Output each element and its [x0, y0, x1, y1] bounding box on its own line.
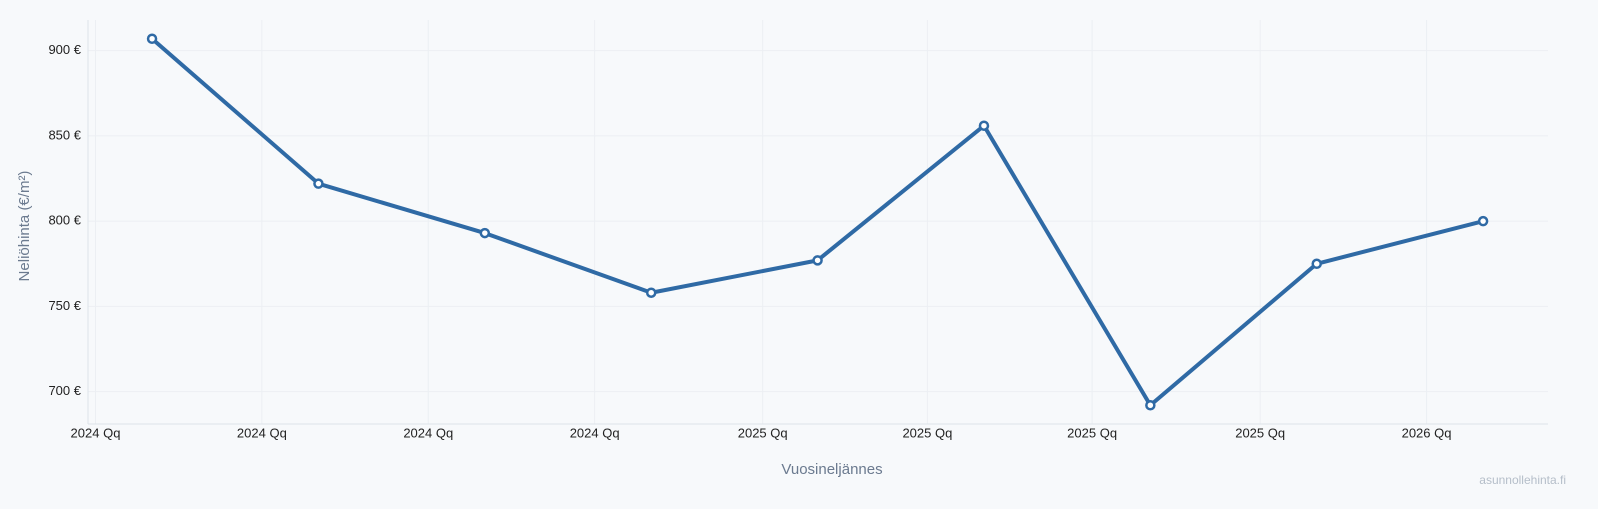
x-tick-label: 2024 Qq — [570, 425, 620, 440]
point — [313, 178, 324, 189]
point — [1477, 215, 1489, 227]
point — [812, 255, 823, 266]
point — [1311, 258, 1322, 270]
y-axis-title: Neliöhinta (€/m²) — [16, 171, 33, 282]
x-tick-label: 2024 Qq — [237, 425, 287, 440]
x-tick-label: 2024 Qq — [403, 425, 453, 440]
point — [146, 33, 158, 45]
x-tick-label: 2025 Qq — [738, 425, 788, 440]
point — [645, 287, 657, 298]
y-tick-label: 750 € — [48, 298, 81, 313]
y-tick-label: 850 € — [48, 127, 81, 142]
point — [479, 227, 491, 239]
point — [1145, 399, 1156, 411]
x-tick-label: 2025 Qq — [1067, 425, 1117, 440]
x-tick-label: 2025 Qq — [902, 425, 952, 440]
y-tick-label: 800 € — [48, 213, 81, 228]
x-tick-label: 2026 Qq — [1402, 425, 1452, 440]
x-axis-title: Vuosineljännes — [781, 461, 882, 478]
x-tick-label: 2024 Qq — [71, 425, 121, 440]
point — [978, 120, 990, 131]
watermark: asunnollehinta.fi — [1479, 473, 1566, 487]
x-tick-label: 2025 Qq — [1235, 425, 1285, 440]
y-tick-label: 900 € — [48, 42, 81, 57]
y-tick-label: 700 € — [48, 383, 81, 398]
